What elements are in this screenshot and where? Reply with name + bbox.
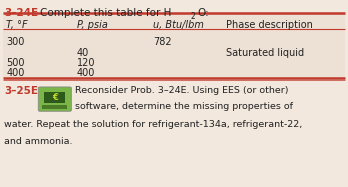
Text: water. Repeat the solution for refrigerant-134a, refrigerant-22,: water. Repeat the solution for refrigera… — [4, 120, 302, 129]
Text: €: € — [52, 93, 58, 102]
Text: 400: 400 — [6, 68, 25, 78]
Text: O:: O: — [197, 8, 209, 18]
FancyBboxPatch shape — [3, 13, 345, 78]
Text: 3–25E: 3–25E — [4, 86, 38, 96]
FancyBboxPatch shape — [38, 87, 71, 111]
Text: 120: 120 — [77, 58, 95, 68]
Text: 500: 500 — [6, 58, 25, 68]
Text: 2: 2 — [191, 12, 196, 21]
Text: Phase description: Phase description — [226, 20, 313, 30]
Text: T, °F: T, °F — [6, 20, 28, 30]
Text: 300: 300 — [6, 37, 25, 47]
Text: software, determine the missing properties of: software, determine the missing properti… — [75, 102, 293, 111]
Text: Saturated liquid: Saturated liquid — [226, 48, 304, 58]
Text: and ammonia.: and ammonia. — [4, 137, 73, 146]
Text: 400: 400 — [77, 68, 95, 78]
Text: Complete this table for H: Complete this table for H — [40, 8, 172, 18]
FancyBboxPatch shape — [42, 105, 67, 109]
FancyBboxPatch shape — [44, 92, 65, 103]
Text: P, psia: P, psia — [77, 20, 108, 30]
Text: u, Btu/lbm: u, Btu/lbm — [153, 20, 204, 30]
Text: 782: 782 — [153, 37, 172, 47]
Text: Reconsider Prob. 3–24E. Using EES (or other): Reconsider Prob. 3–24E. Using EES (or ot… — [75, 86, 288, 95]
Text: 40: 40 — [77, 48, 89, 58]
Text: 3–24E: 3–24E — [4, 8, 38, 18]
